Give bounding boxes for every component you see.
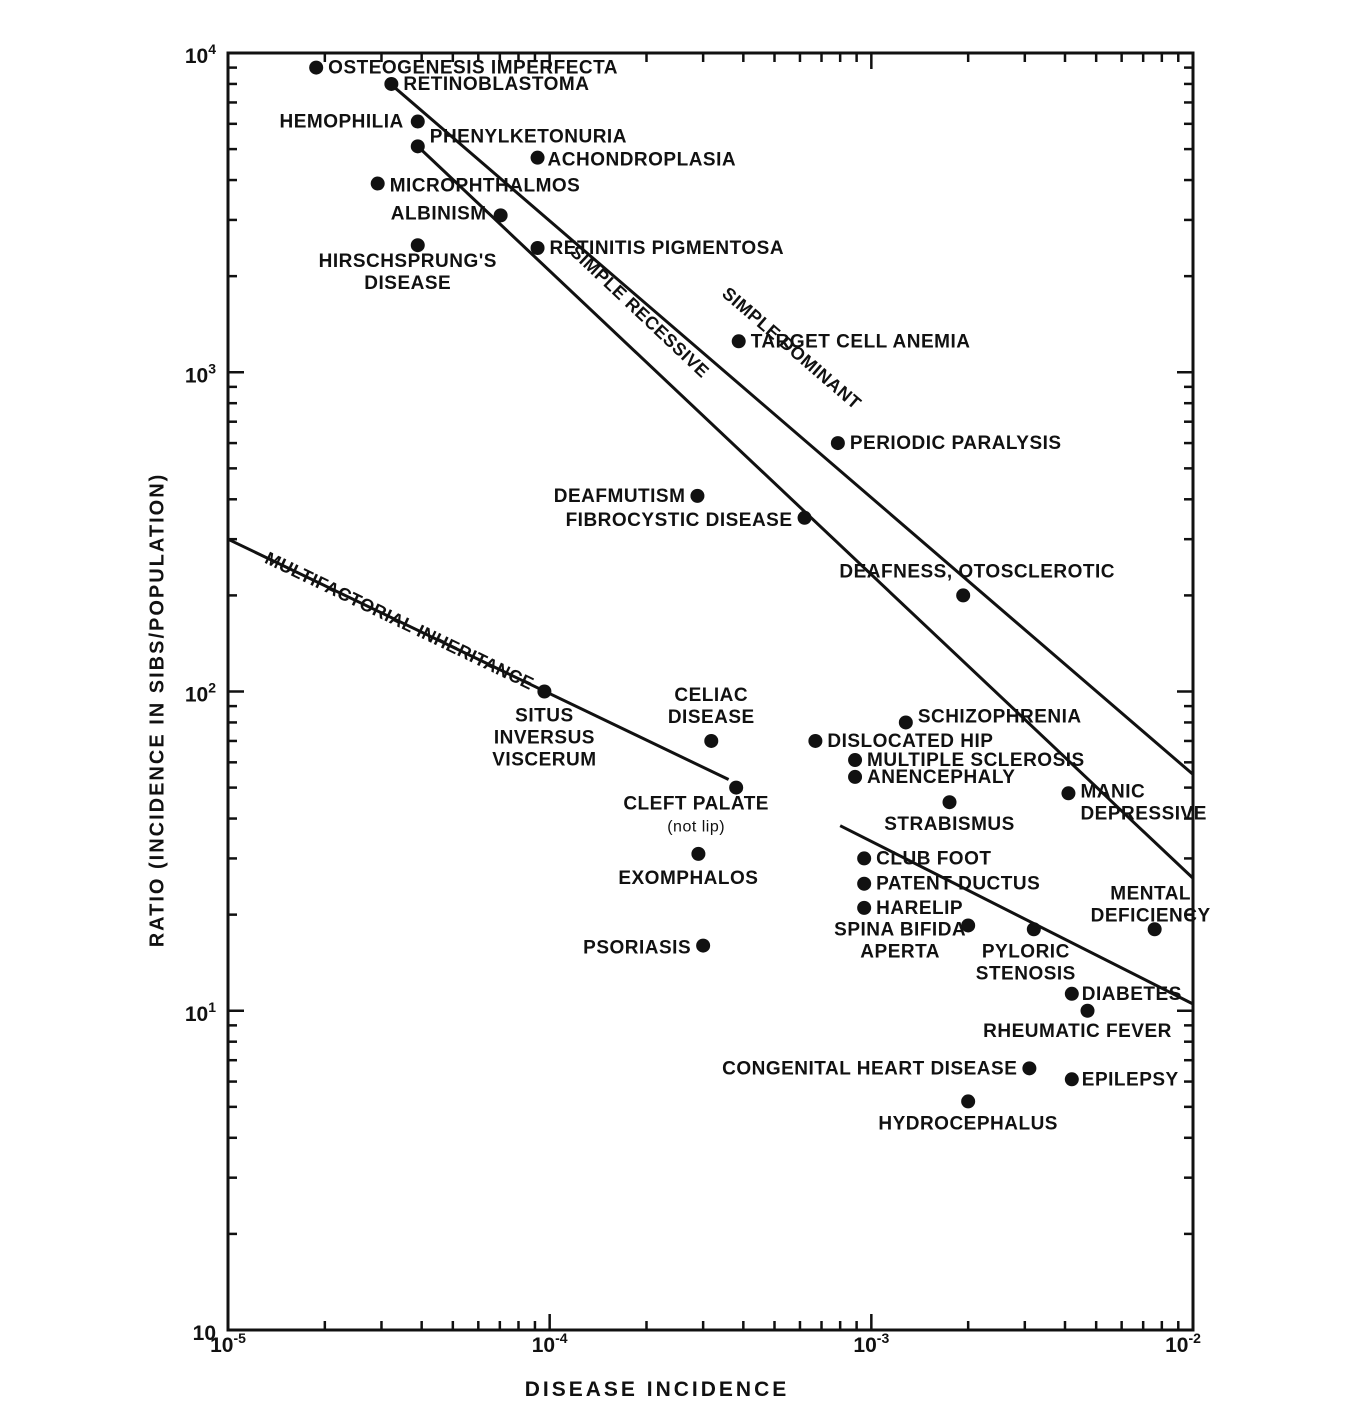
data-point (309, 60, 324, 75)
data-point (493, 208, 508, 223)
data-point (848, 753, 863, 768)
data-point (1064, 986, 1079, 1001)
data-points (309, 60, 1162, 1109)
data-point (1064, 1072, 1079, 1087)
data-point (530, 150, 545, 165)
data-point (961, 1094, 976, 1109)
data-point (942, 795, 957, 810)
point-label: PSORIASIS (583, 938, 691, 959)
point-label: RETINITIS PIGMENTOSA (550, 238, 785, 259)
point-label: ANENCEPHALY (867, 767, 1015, 788)
data-point (731, 334, 746, 349)
point-label: CLUB FOOT (876, 848, 991, 869)
data-point (808, 733, 823, 748)
point-label: SCHIZOPHRENIA (918, 706, 1082, 727)
data-point (857, 900, 872, 915)
point-labels: OSTEOGENESIS IMPERFECTARETINOBLASTOMAHEM… (279, 58, 1210, 1135)
point-label: EPILEPSY (1082, 1069, 1179, 1090)
data-point (410, 238, 425, 253)
point-label: SPINA BIFIDA APERTA (834, 919, 966, 962)
trend-line (389, 82, 1194, 776)
line-label: MULTIFACTORIAL INHERITANCE (262, 548, 537, 694)
y-tick-label: 10 (193, 1322, 216, 1345)
data-point (696, 938, 711, 953)
trend-lines (227, 82, 1195, 1006)
line-label: SIMPLE RECESSIVE (566, 242, 713, 382)
data-point (384, 76, 399, 91)
point-label: DEAFNESS, OTOSCLEROTIC (839, 561, 1115, 582)
point-label: PHENYLKETONURIA (430, 126, 627, 147)
point-label: PERIODIC PARALYSIS (850, 433, 1062, 454)
x-axis-label: DISEASE INCIDENCE (524, 1378, 790, 1401)
data-point (410, 114, 425, 129)
data-point (898, 715, 913, 730)
point-label: HARELIP (876, 898, 963, 919)
x-tick-label: 10-3 (853, 1330, 889, 1357)
data-point (691, 846, 706, 861)
data-point (1147, 922, 1162, 937)
data-point (690, 488, 705, 503)
point-label: CONGENITAL HEART DISEASE (722, 1058, 1017, 1079)
trend-line (227, 537, 730, 781)
point-label: STRABISMUS (884, 814, 1015, 835)
x-tick-label: 10-2 (1165, 1330, 1201, 1357)
point-label: ACHONDROPLASIA (548, 150, 737, 171)
data-point (410, 139, 425, 154)
data-point (848, 769, 863, 784)
point-label: PYLORIC STENOSIS (976, 941, 1076, 984)
trend-line (839, 824, 1194, 1006)
point-label: HEMOPHILIA (279, 112, 403, 133)
point-label: EXOMPHALOS (618, 868, 758, 889)
data-point (961, 918, 976, 933)
point-label: OSTEOGENESIS IMPERFECTA (328, 58, 618, 79)
y-tick-label: 102 (185, 680, 216, 707)
x-tick-label: 10-4 (532, 1330, 568, 1357)
data-point (1026, 922, 1041, 937)
point-label: TARGET CELL ANEMIA (751, 331, 971, 352)
point-label: CELIAC DISEASE (668, 685, 755, 728)
y-tick-label: 103 (185, 360, 216, 387)
point-label: MANIC DEPRESSIVE (1080, 781, 1206, 824)
point-label: HIRSCHSPRUNG'S DISEASE (319, 251, 497, 294)
data-point (797, 510, 812, 525)
axis-ticks: 10-5 10-4 10-3 10-2 10 101 102 103 104 (185, 41, 1201, 1357)
y-tick-label: 101 (185, 999, 216, 1026)
point-label: DISLOCATED HIP (827, 731, 993, 752)
data-point (857, 876, 872, 891)
data-point (956, 588, 971, 603)
data-point (729, 780, 744, 795)
x-tick-label: 10-5 (210, 1330, 246, 1357)
data-point (830, 436, 845, 451)
point-label: CLEFT PALATE (not lip) (623, 794, 769, 836)
point-label: ALBINISM (391, 203, 487, 224)
data-point (1080, 1003, 1095, 1018)
data-point (370, 176, 385, 191)
point-label: FIBROCYSTIC DISEASE (566, 510, 793, 531)
y-tick-label: 104 (185, 41, 216, 68)
data-point (1022, 1061, 1037, 1076)
data-point (530, 241, 545, 256)
point-label: MICROPHTHALMOS (390, 176, 581, 197)
y-axis-label: RATIO (INCIDENCE IN SIBS/POPULATION) (146, 472, 169, 948)
point-label: MULTIPLE SCLEROSIS (867, 750, 1085, 771)
point-label: DEAFMUTISM (554, 486, 686, 507)
data-point (857, 851, 872, 866)
point-label: SITUS INVERSUS VISCERUM (492, 706, 596, 771)
data-point (1061, 786, 1076, 801)
point-label: PATENT DUCTUS (876, 874, 1040, 895)
point-label: HYDROCEPHALUS (878, 1113, 1058, 1134)
point-label: RETINOBLASTOMA (403, 74, 589, 95)
point-label: DIABETES (1082, 984, 1182, 1005)
data-point (704, 733, 719, 748)
data-point (537, 684, 552, 699)
point-label: RHEUMATIC FEVER (983, 1021, 1172, 1042)
point-label: MENTAL DEFICIENCY (1091, 883, 1211, 926)
